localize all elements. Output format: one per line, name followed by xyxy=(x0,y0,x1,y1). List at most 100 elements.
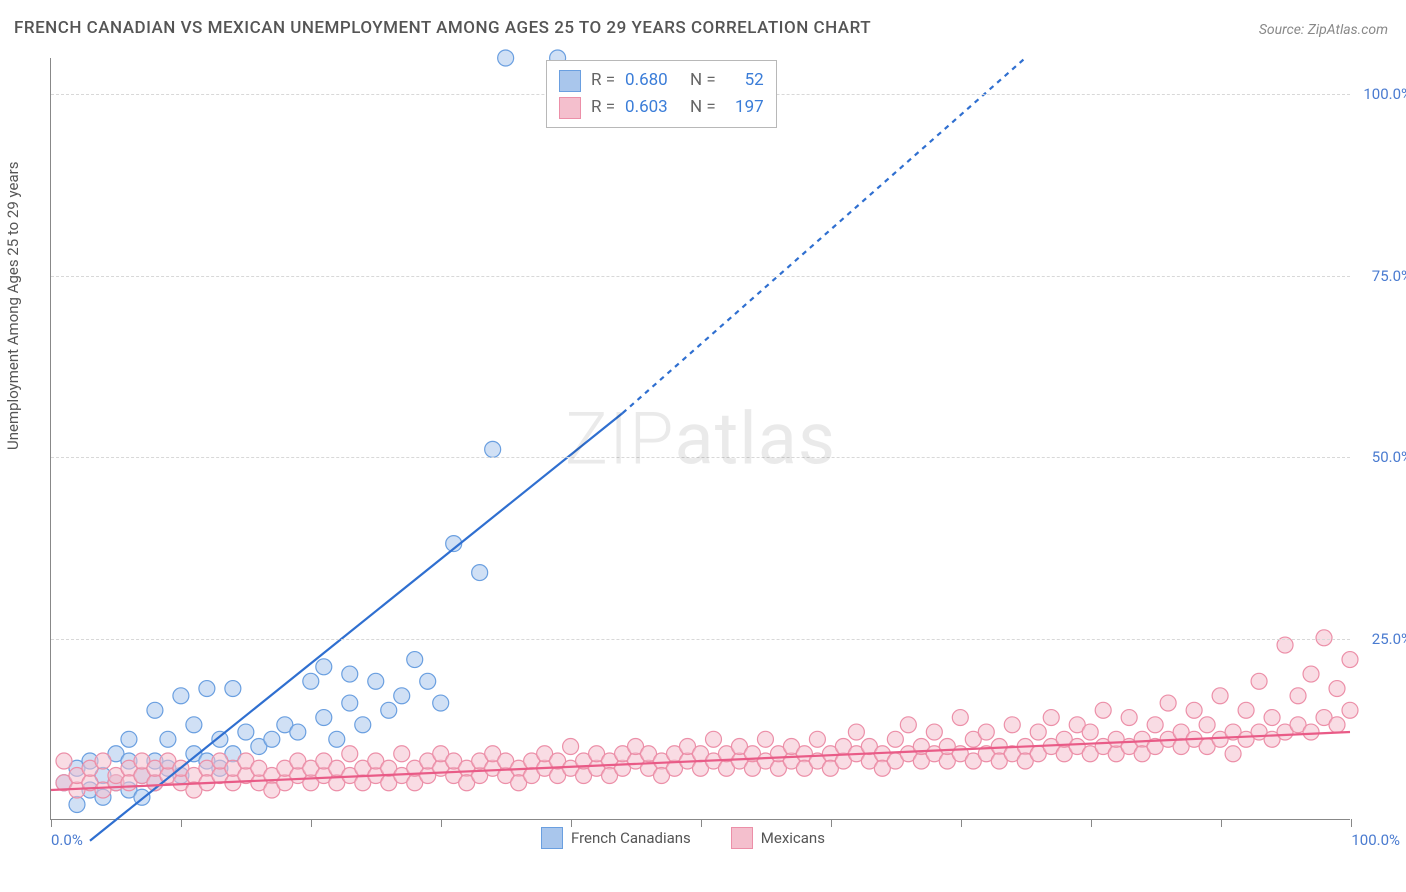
scatter-point xyxy=(705,731,721,747)
x-tick xyxy=(311,819,312,827)
scatter-point xyxy=(342,666,358,682)
scatter-point xyxy=(238,724,254,740)
scatter-point xyxy=(952,710,968,726)
gridline xyxy=(51,457,1350,458)
scatter-point xyxy=(56,753,72,769)
scatter-point xyxy=(1121,710,1137,726)
stats-row-series-0: R = 0.680 N = 52 xyxy=(559,67,764,94)
r-label: R = xyxy=(591,94,615,121)
scatter-point xyxy=(303,673,319,689)
r-value: 0.603 xyxy=(625,94,680,121)
x-tick xyxy=(1091,819,1092,827)
scatter-point xyxy=(498,50,514,66)
swatch-french-canadians xyxy=(559,70,581,92)
legend-item-mexicans: Mexicans xyxy=(731,827,825,849)
scatter-point xyxy=(1264,710,1280,726)
scatter-point xyxy=(809,731,825,747)
scatter-point xyxy=(485,441,501,457)
scatter-point xyxy=(407,652,423,668)
scatter-point xyxy=(394,688,410,704)
x-axis-min-label: 0.0% xyxy=(51,831,83,849)
scatter-point xyxy=(290,724,306,740)
x-tick xyxy=(571,819,572,827)
scatter-point xyxy=(1199,717,1215,733)
scatter-point xyxy=(420,673,436,689)
gridline xyxy=(51,276,1350,277)
stats-row-series-1: R = 0.603 N = 197 xyxy=(559,94,764,121)
x-tick xyxy=(831,819,832,827)
legend-label: Mexicans xyxy=(761,829,825,847)
scatter-point xyxy=(1160,695,1176,711)
scatter-point xyxy=(1329,681,1345,697)
scatter-point xyxy=(173,688,189,704)
legend-swatch-icon xyxy=(731,827,753,849)
scatter-point xyxy=(1004,717,1020,733)
scatter-point xyxy=(1303,666,1319,682)
chart-title: FRENCH CANADIAN VS MEXICAN UNEMPLOYMENT … xyxy=(14,18,871,38)
x-tick xyxy=(441,819,442,827)
r-value: 0.680 xyxy=(625,67,680,94)
swatch-mexicans xyxy=(559,97,581,119)
scatter-point xyxy=(329,731,345,747)
scatter-point xyxy=(1290,688,1306,704)
scatter-point xyxy=(1303,724,1319,740)
scatter-point xyxy=(394,746,410,762)
scatter-point xyxy=(69,797,85,813)
y-tick-label: 50.0% xyxy=(1372,448,1406,466)
scatter-point xyxy=(1186,702,1202,718)
scatter-point xyxy=(381,702,397,718)
n-label: N = xyxy=(690,94,716,121)
x-tick xyxy=(181,819,182,827)
y-axis-label: Unemployment Among Ages 25 to 29 years xyxy=(4,162,22,450)
scatter-point xyxy=(472,565,488,581)
scatter-point xyxy=(316,710,332,726)
scatter-point xyxy=(848,724,864,740)
y-tick-label: 100.0% xyxy=(1363,85,1406,103)
x-axis-max-label: 100.0% xyxy=(1351,831,1400,849)
scatter-point xyxy=(926,724,942,740)
scatter-point xyxy=(225,681,241,697)
scatter-point xyxy=(1251,673,1267,689)
scatter-point xyxy=(95,753,111,769)
scatter-point xyxy=(887,731,903,747)
legend-item-french-canadians: French Canadians xyxy=(541,827,691,849)
scatter-point xyxy=(433,695,449,711)
scatter-point xyxy=(1238,702,1254,718)
scatter-point xyxy=(1147,717,1163,733)
legend-swatch-icon xyxy=(541,827,563,849)
plot-area: 25.0%50.0%75.0%100.0% 0.0% 100.0% R = 0.… xyxy=(50,58,1350,820)
scatter-point xyxy=(978,724,994,740)
r-label: R = xyxy=(591,67,615,94)
scatter-point xyxy=(186,717,202,733)
correlation-stats-box: R = 0.680 N = 52 R = 0.603 N = 197 xyxy=(546,60,777,128)
scatter-point xyxy=(1342,652,1358,668)
scatter-point xyxy=(199,681,215,697)
scatter-point xyxy=(316,659,332,675)
x-tick xyxy=(1351,819,1352,827)
y-tick-label: 75.0% xyxy=(1372,267,1406,285)
x-tick xyxy=(961,819,962,827)
scatter-point xyxy=(1043,710,1059,726)
n-value: 197 xyxy=(726,94,764,121)
y-tick-label: 25.0% xyxy=(1372,630,1406,648)
scatter-point xyxy=(1225,746,1241,762)
scatter-point xyxy=(1082,724,1098,740)
gridline xyxy=(51,639,1350,640)
scatter-point xyxy=(1342,702,1358,718)
scatter-point xyxy=(160,731,176,747)
x-tick xyxy=(51,819,52,827)
scatter-point xyxy=(342,746,358,762)
scatter-point xyxy=(1095,702,1111,718)
chart-svg xyxy=(51,58,1350,819)
legend-label: French Canadians xyxy=(571,829,691,847)
scatter-point xyxy=(1030,724,1046,740)
source-attribution: Source: ZipAtlas.com xyxy=(1259,22,1388,38)
scatter-point xyxy=(900,717,916,733)
scatter-point xyxy=(121,731,137,747)
scatter-point xyxy=(342,695,358,711)
legend: French Canadians Mexicans xyxy=(541,827,825,849)
scatter-point xyxy=(1212,688,1228,704)
scatter-point xyxy=(757,731,773,747)
x-tick xyxy=(701,819,702,827)
scatter-point xyxy=(147,702,163,718)
